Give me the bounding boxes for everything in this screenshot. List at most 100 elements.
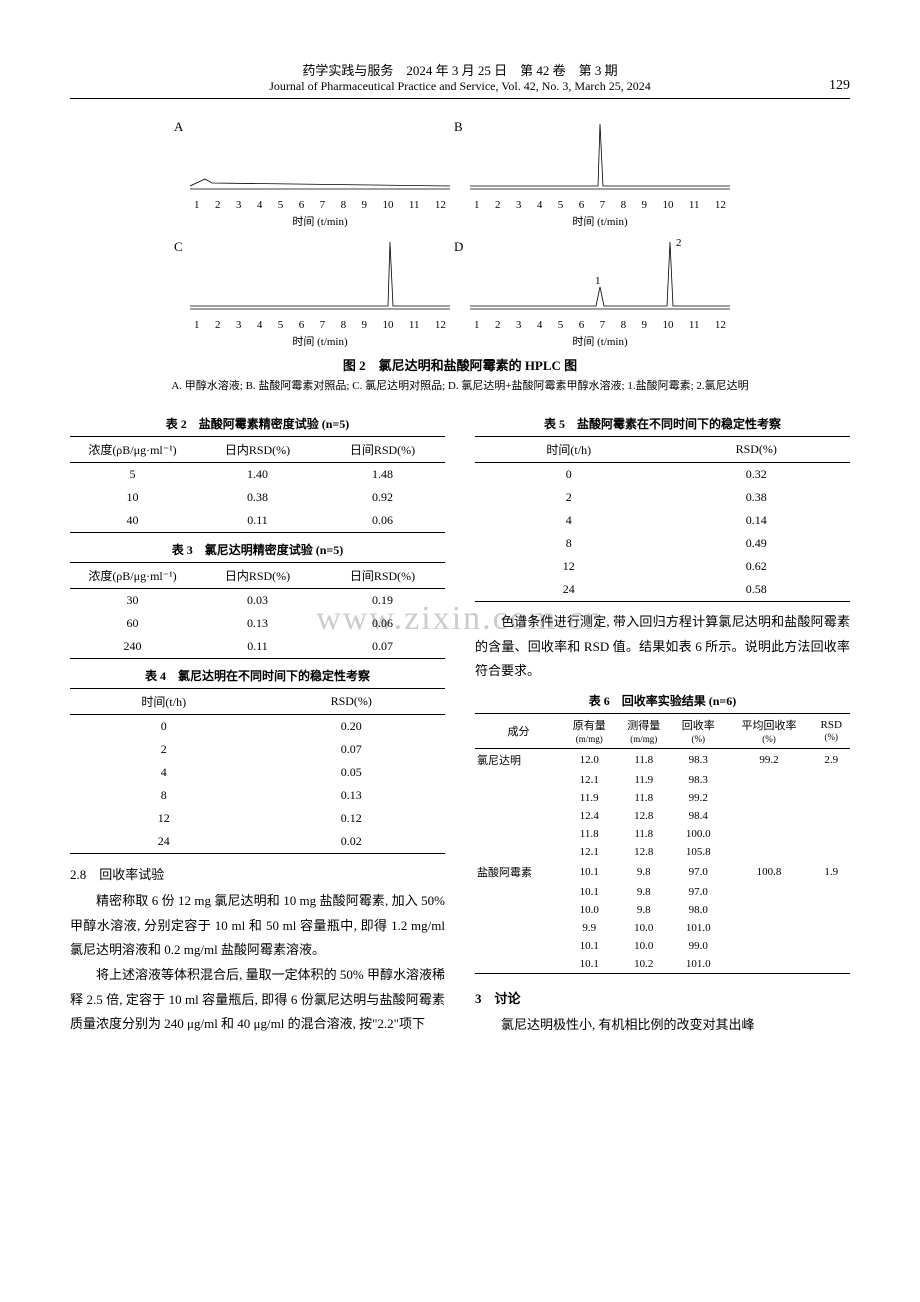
table-cell: 60 (70, 612, 195, 635)
xtick: 4 (537, 199, 543, 211)
table-cell: 0.49 (663, 532, 851, 555)
table-cell (475, 919, 562, 937)
table-cell: 1.40 (195, 463, 320, 487)
table-header: 成分 (475, 714, 562, 749)
right-paragraph-1: 色谱条件进行测定, 带入回归方程计算氯尼达明和盐酸阿霉素的含量、回收率和 RSD… (475, 610, 850, 684)
table-cell: 0.38 (663, 486, 851, 509)
table-header: 日内RSD(%) (195, 437, 320, 463)
table-cell: 4 (475, 509, 663, 532)
table-cell: 98.3 (671, 749, 726, 772)
table-cell: 10.1 (562, 937, 617, 955)
table-cell (813, 955, 851, 974)
xtick: 7 (320, 319, 326, 331)
chromatogram-a (190, 119, 450, 199)
xtick: 6 (579, 319, 585, 331)
table-cell: 0.11 (195, 635, 320, 659)
subplot-label-d: D (454, 239, 463, 255)
table-cell: 98.4 (671, 807, 726, 825)
peak-annot-2: 2 (676, 237, 682, 249)
table-cell: 12.1 (562, 843, 617, 861)
table-cell: 0.13 (195, 612, 320, 635)
table-cell: 12 (70, 807, 258, 830)
subplot-label-b: B (454, 119, 463, 135)
xtick: 8 (341, 199, 347, 211)
table-header: 日内RSD(%) (195, 563, 320, 589)
xtick: 11 (409, 319, 420, 331)
xtick: 4 (537, 319, 543, 331)
table-header: 原有量(m/mg) (562, 714, 617, 749)
table-header: RSD(%) (663, 437, 851, 463)
two-column-body: 表 2 盐酸阿霉素精密度试验 (n=5) 浓度(ρB/μg·ml⁻¹)日内RSD… (70, 407, 850, 1038)
peak-annot-1: 1 (595, 275, 601, 287)
xtick: 3 (516, 319, 522, 331)
table-cell: 10.0 (616, 937, 671, 955)
section-3-head: 3 讨论 (475, 988, 850, 1007)
table-cell: 0.62 (663, 555, 851, 578)
table-cell (475, 843, 562, 861)
figure-2-note: A. 甲醇水溶液; B. 盐酸阿霉素对照品; C. 氯尼达明对照品; D. 氯尼… (70, 377, 850, 393)
table-2-caption: 表 2 盐酸阿霉素精密度试验 (n=5) (70, 415, 445, 432)
table-cell: 10.1 (562, 883, 617, 901)
table-cell: 10.1 (562, 861, 617, 883)
subplot-d: D 1 2 123456789101112 时间 (t/min) (470, 239, 730, 349)
table-header: 浓度(ρB/μg·ml⁻¹) (70, 437, 195, 463)
table-cell: 盐酸阿霉素 (475, 861, 562, 883)
xtick: 4 (257, 319, 263, 331)
xtick: 10 (662, 199, 673, 211)
xtick: 6 (579, 199, 585, 211)
table-cell: 12.8 (616, 843, 671, 861)
table-cell (813, 843, 851, 861)
xtick: 2 (215, 199, 221, 211)
table-cell: 10.0 (562, 901, 617, 919)
table-cell: 氯尼达明 (475, 749, 562, 772)
table-header: 回收率(%) (671, 714, 726, 749)
table-cell: 0 (70, 715, 258, 739)
table-cell: 97.0 (671, 883, 726, 901)
xtick: 1 (194, 199, 200, 211)
table-cell (726, 937, 813, 955)
table-2: 浓度(ρB/μg·ml⁻¹)日内RSD(%)日间RSD(%)51.401.481… (70, 436, 445, 533)
table-cell: 0.19 (320, 589, 445, 613)
table-cell: 12 (475, 555, 663, 578)
table-cell: 99.2 (671, 789, 726, 807)
table-cell: 0.06 (320, 509, 445, 533)
page-header: 药学实践与服务 2024 年 3 月 25 日 第 42 卷 第 3 期 Jou… (70, 60, 850, 99)
table-header: RSD(%) (813, 714, 851, 749)
table-cell: 0 (475, 463, 663, 487)
table-cell (475, 825, 562, 843)
table-header: 平均回收率(%) (726, 714, 813, 749)
table-cell (813, 883, 851, 901)
subplot-label-c: C (174, 239, 183, 255)
table-cell: 12.0 (562, 749, 617, 772)
table-cell (813, 901, 851, 919)
table-cell: 100.0 (671, 825, 726, 843)
table-5: 时间(t/h)RSD(%)00.3220.3840.1480.49120.622… (475, 436, 850, 602)
table-cell: 11.8 (562, 825, 617, 843)
table-cell (475, 771, 562, 789)
table-cell: 0.02 (258, 830, 446, 854)
table-cell (475, 955, 562, 974)
table-cell (813, 919, 851, 937)
table-cell: 24 (70, 830, 258, 854)
table-cell: 12.4 (562, 807, 617, 825)
table-cell: 24 (475, 578, 663, 602)
xtick: 8 (341, 319, 347, 331)
table-cell: 1.9 (813, 861, 851, 883)
section-2-8-p1: 精密称取 6 份 12 mg 氯尼达明和 10 mg 盐酸阿霉素, 加入 50%… (70, 889, 445, 963)
table-cell (726, 843, 813, 861)
table-cell: 2.9 (813, 749, 851, 772)
xtick: 6 (299, 319, 305, 331)
table-cell: 2 (475, 486, 663, 509)
chromatogram-b (470, 119, 730, 199)
subplot-a: A 123456789101112 时间 (t/min) (190, 119, 450, 229)
xtick: 3 (236, 199, 242, 211)
xtick: 7 (600, 199, 606, 211)
xtick: 5 (558, 319, 564, 331)
xtick: 9 (362, 199, 368, 211)
table-cell: 10.1 (562, 955, 617, 974)
table-cell: 97.0 (671, 861, 726, 883)
table-header: 时间(t/h) (70, 689, 258, 715)
xtick: 9 (362, 319, 368, 331)
table-cell: 11.8 (616, 825, 671, 843)
xtick: 7 (320, 199, 326, 211)
